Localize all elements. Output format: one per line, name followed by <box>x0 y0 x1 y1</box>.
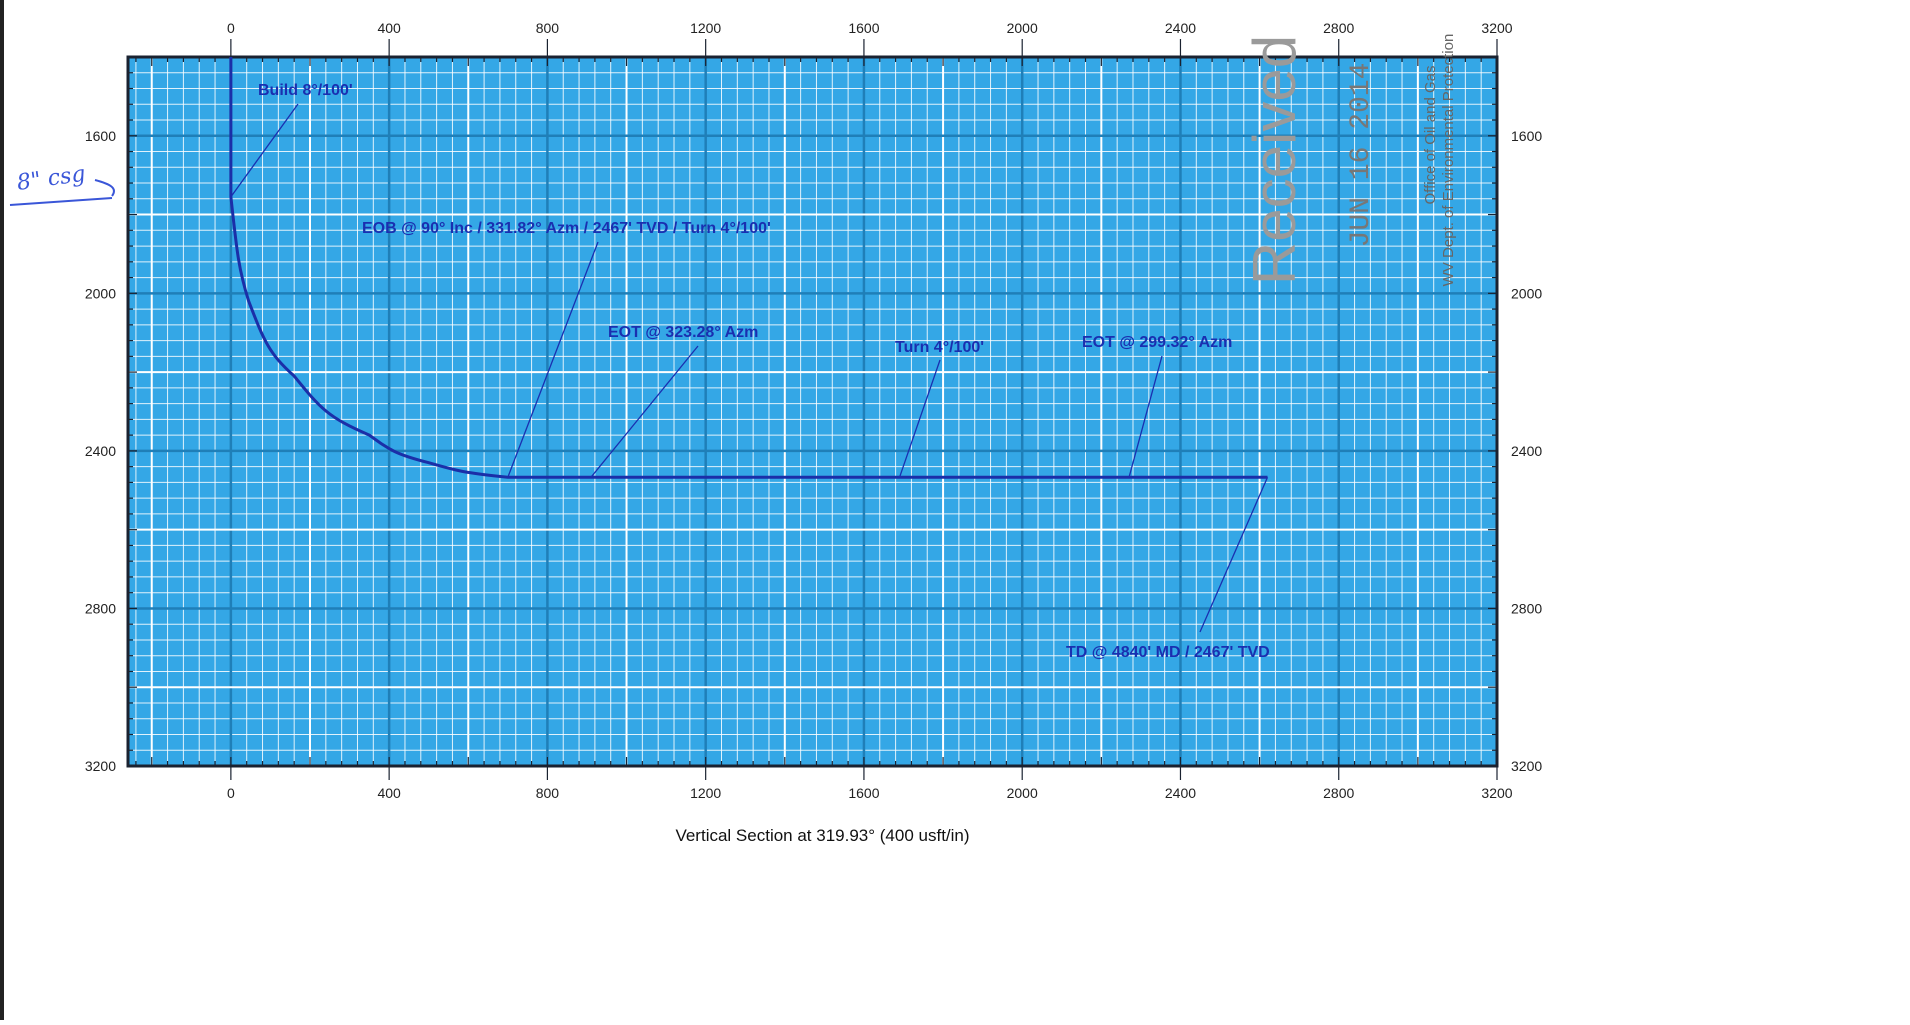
y-tick-label-right: 1600 <box>1511 128 1542 144</box>
y-tick-label-left: 3200 <box>85 758 116 774</box>
annotation-label: EOT @ 323.28° Azm <box>608 324 758 341</box>
x-tick-label-bottom: 1200 <box>690 785 721 801</box>
received-stamp: Received JUN 16 2014 Office of Oil and G… <box>1241 34 1457 287</box>
handwritten-text: 8" csg <box>15 162 87 196</box>
y-tick-label-right: 2800 <box>1511 600 1542 616</box>
annotation-label: Turn 4°/100' <box>895 339 984 356</box>
x-tick-label-bottom: 400 <box>377 785 401 801</box>
x-tick-label-top: 2400 <box>1165 20 1196 36</box>
annotation-leader <box>898 359 941 478</box>
stamp-office-line2: WV Dept. of Environmental Protection <box>1440 34 1457 287</box>
x-tick-label-bottom: 2800 <box>1323 785 1354 801</box>
scan-left-edge <box>0 0 4 1020</box>
x-tick-label-bottom: 2400 <box>1165 785 1196 801</box>
y-tick-label-left: 2000 <box>85 285 116 301</box>
x-tick-label-top: 2000 <box>1007 20 1038 36</box>
x-tick-label-top: 1600 <box>848 20 879 36</box>
annotation-label: Build 8°/100' <box>258 82 353 99</box>
wellpath-line <box>229 57 1268 479</box>
x-tick-label-top: 3200 <box>1481 20 1512 36</box>
x-tick-label-top: 800 <box>536 20 560 36</box>
handwritten-arrow-mark <box>9 179 115 206</box>
annotation-leader <box>1199 477 1269 633</box>
y-tick-labels-right: 1600 2000 2400 2800 3200 <box>1511 128 1542 774</box>
x-tick-label-bottom: 0 <box>227 785 235 801</box>
annotation-label: EOT @ 299.32° Azm <box>1082 334 1232 351</box>
annotation-label: TD @ 4840' MD / 2467' TVD <box>1066 644 1270 661</box>
y-tick-label-right: 2400 <box>1511 443 1542 459</box>
x-tick-labels-top: 0 400 800 1200 1600 2000 2400 2800 3200 <box>227 20 1513 57</box>
x-tick-label-bottom: 1600 <box>848 785 879 801</box>
stamp-received-text: Received <box>1241 35 1308 285</box>
x-tick-label-top: 400 <box>377 20 401 36</box>
annotation-label: EOB @ 90° Inc / 331.82° Azm / 2467' TVD … <box>362 220 771 237</box>
y-tick-label-left: 2400 <box>85 443 116 459</box>
plot-frame <box>126 55 1499 768</box>
annotation-leader <box>507 241 599 478</box>
x-tick-label-bottom: 2000 <box>1007 785 1038 801</box>
x-tick-label-bottom: 3200 <box>1481 785 1512 801</box>
stamp-date-text: JUN 16 2014 <box>1346 63 1377 248</box>
annotation-leader <box>590 345 699 478</box>
y-tick-label-left: 2800 <box>85 600 116 616</box>
y-tick-label-left: 1600 <box>85 128 116 144</box>
annotation-leader <box>1128 355 1163 478</box>
x-tick-labels-bottom: 0 400 800 1200 1600 2000 2400 2800 3200 <box>227 766 1513 801</box>
y-tick-label-right: 2000 <box>1511 285 1542 301</box>
x-axis-title: Vertical Section at 319.93° (400 usft/in… <box>675 826 969 845</box>
stamp-office-line1: Office of Oil and Gas <box>1422 66 1439 205</box>
handwritten-casing-note: 8" csg <box>9 162 115 206</box>
y-tick-labels-left: 1600 2000 2400 2800 3200 <box>85 128 116 774</box>
x-tick-label-bottom: 800 <box>536 785 560 801</box>
annotation-leader <box>230 103 299 198</box>
series-group <box>229 57 1268 479</box>
x-tick-label-top: 0 <box>227 20 235 36</box>
chart-background <box>128 57 1497 766</box>
x-tick-label-top: 2800 <box>1323 20 1354 36</box>
y-tick-label-right: 3200 <box>1511 758 1542 774</box>
x-tick-label-top: 1200 <box>690 20 721 36</box>
annotations-group: Build 8°/100' EOB @ 90° Inc / 331.82° Azm… <box>230 82 1270 661</box>
